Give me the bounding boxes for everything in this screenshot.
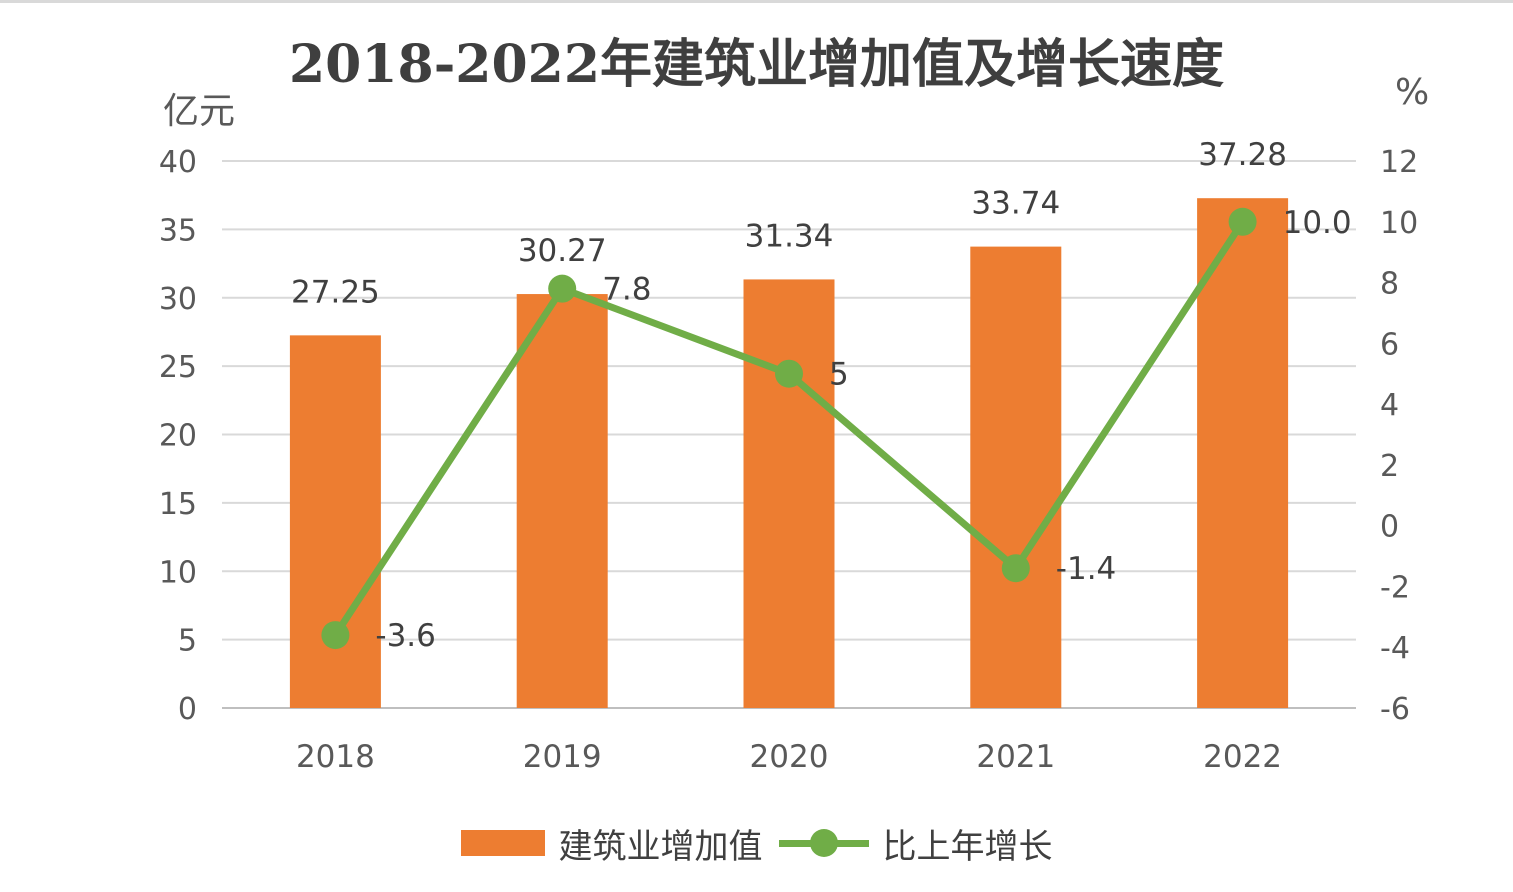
left-tick-label: 5	[178, 624, 197, 659]
legend-line-swatch	[778, 828, 869, 858]
left-axis-unit: 亿元	[163, 91, 236, 132]
bar	[970, 246, 1062, 708]
right-tick-label: 0	[1380, 510, 1399, 545]
growth-point	[775, 359, 803, 388]
right-tick-label: 8	[1380, 267, 1399, 302]
right-tick-label: 2	[1380, 449, 1399, 484]
right-tick-label: -2	[1380, 570, 1410, 605]
bar	[743, 279, 835, 708]
bar	[289, 335, 381, 708]
bar-value-label: 33.74	[971, 186, 1060, 222]
legend-bar-label: 建筑业增加值	[558, 826, 763, 867]
right-tick-label: 4	[1380, 388, 1399, 423]
legend-item-line: 比上年增长	[778, 819, 1053, 868]
category-label: 2021	[976, 739, 1055, 775]
growth-value-label: 5	[829, 357, 849, 393]
category-label: 2019	[523, 739, 602, 775]
growth-point	[1228, 207, 1257, 236]
category-label: 2018	[296, 739, 375, 775]
left-tick-label: 10	[159, 555, 197, 590]
growth-value-label: 7.8	[602, 272, 651, 308]
growth-value-label: 10.0	[1283, 205, 1352, 241]
bar	[1197, 198, 1289, 709]
bar	[516, 294, 608, 708]
category-label: 2022	[1203, 739, 1282, 775]
legend-bar-swatch	[460, 830, 545, 856]
category-label: 2020	[750, 739, 829, 775]
chart-title: 2018-2022年建筑业增加值及增长速度	[288, 34, 1225, 95]
right-axis-unit: %	[1395, 72, 1430, 113]
right-tick-label: -4	[1380, 631, 1410, 666]
growth-point	[1001, 554, 1030, 583]
bar-value-label: 30.27	[518, 233, 607, 269]
right-tick-label: 10	[1380, 206, 1418, 241]
growth-value-label: -3.6	[375, 618, 436, 654]
legend-line-label: 比上年增长	[882, 826, 1053, 867]
left-tick-label: 40	[159, 145, 197, 180]
left-tick-label: 25	[159, 350, 197, 385]
legend-item-bar: 建筑业增加值	[460, 819, 763, 868]
left-tick-label: 0	[178, 692, 197, 727]
growth-point	[548, 274, 577, 303]
left-tick-label: 30	[159, 282, 197, 317]
left-tick-label: 35	[159, 213, 197, 248]
right-tick-label: 6	[1380, 327, 1399, 362]
bar-value-label: 27.25	[291, 274, 380, 310]
legend: 建筑业增加值 比上年增长	[0, 818, 1513, 868]
right-tick-label: -6	[1380, 692, 1410, 727]
right-tick-label: 12	[1380, 145, 1418, 180]
bar-value-label: 31.34	[745, 218, 834, 254]
bar-value-label: 37.28	[1198, 137, 1287, 173]
left-tick-label: 15	[159, 487, 197, 522]
growth-value-label: -1.4	[1056, 551, 1117, 587]
growth-point	[321, 621, 350, 650]
left-tick-label: 20	[159, 419, 197, 454]
